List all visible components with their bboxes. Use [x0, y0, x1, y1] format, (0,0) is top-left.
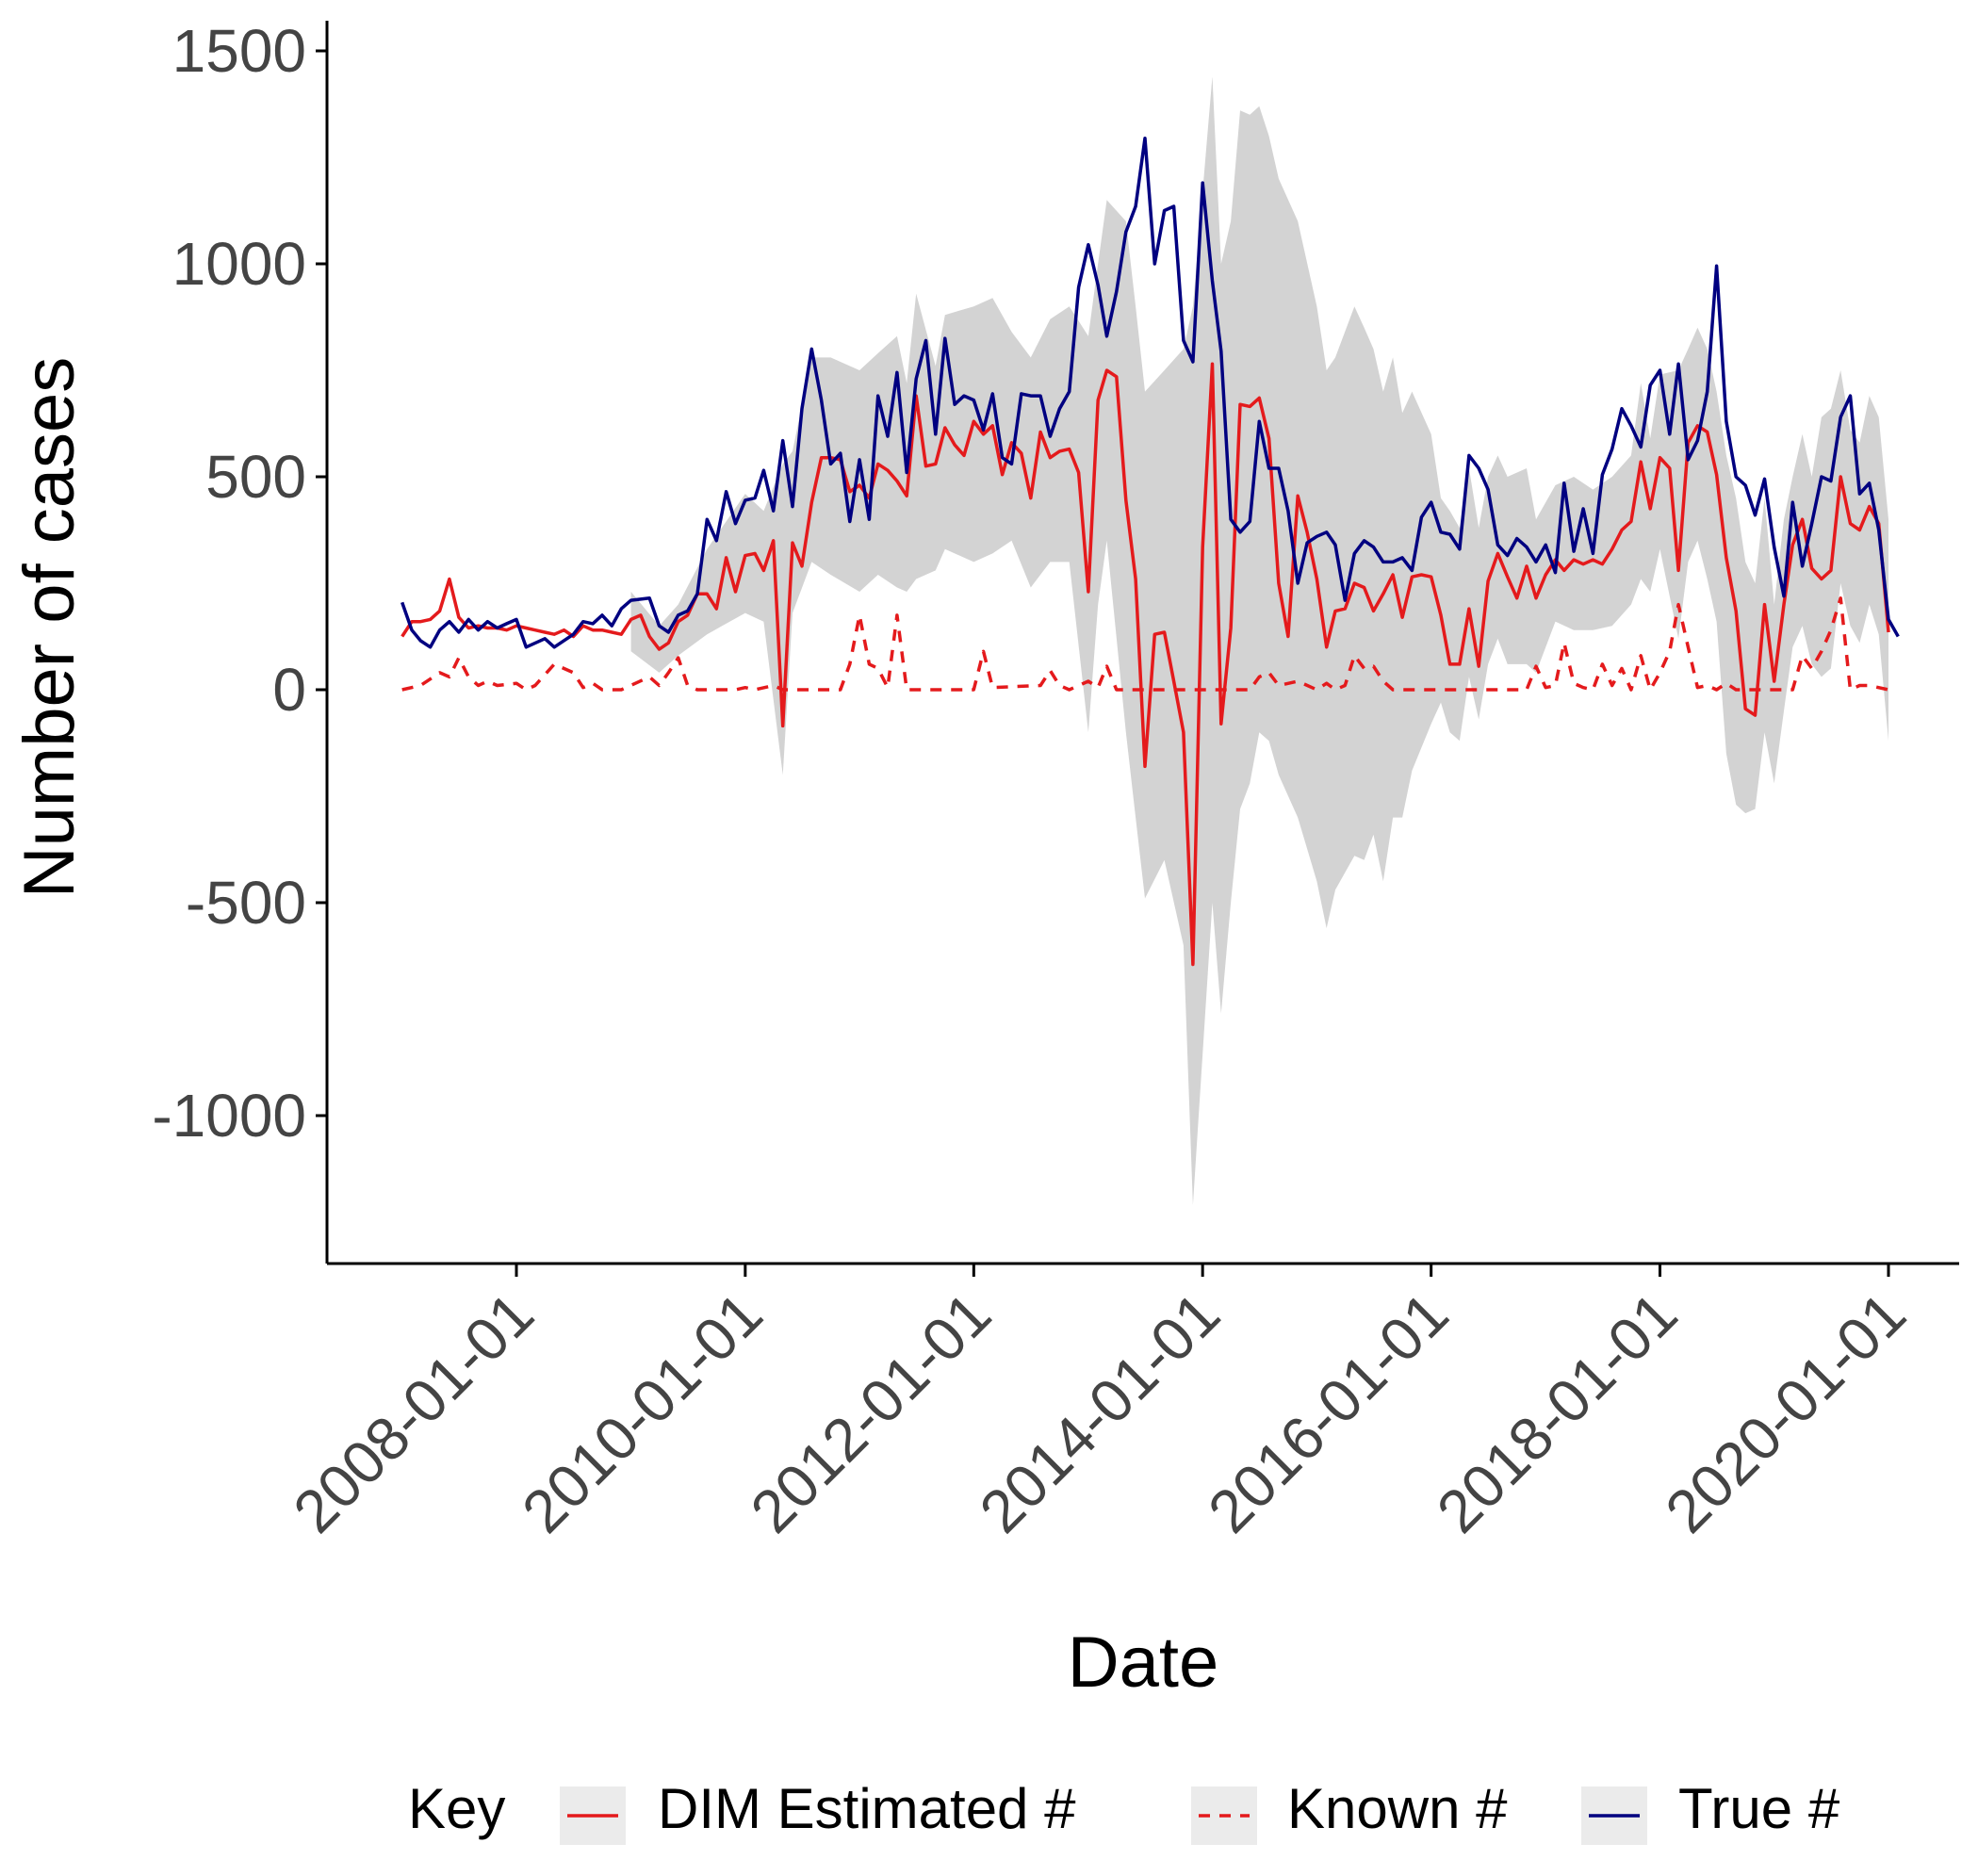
x-axis-title: Date — [1068, 1623, 1219, 1703]
y-axis-title: Number of cases — [9, 357, 90, 898]
legend: Key DIM Estimated # Known # True # — [408, 1777, 1840, 1845]
series-line-true — [401, 136, 1900, 649]
y-axis-ticks: 1500 1000 500 0 -500 -1000 — [152, 17, 327, 1150]
y-tick-label: 500 — [205, 443, 306, 511]
y-tick-label: 1500 — [172, 17, 306, 85]
series-line-estimated — [401, 362, 1890, 967]
y-tick-label: 0 — [272, 656, 306, 724]
legend-label-estimated: DIM Estimated # — [658, 1777, 1076, 1840]
legend-label-known: Known # — [1287, 1777, 1508, 1840]
y-tick-label: 1000 — [172, 230, 306, 298]
y-tick-label: -1000 — [152, 1082, 306, 1150]
series-lines — [401, 136, 1900, 967]
confidence-band — [630, 76, 1888, 1205]
y-tick-label: -500 — [186, 869, 306, 937]
legend-label-true: True # — [1678, 1777, 1840, 1840]
band-area — [630, 76, 1888, 1205]
legend-title: Key — [408, 1777, 505, 1840]
series-line-known — [401, 596, 1889, 692]
